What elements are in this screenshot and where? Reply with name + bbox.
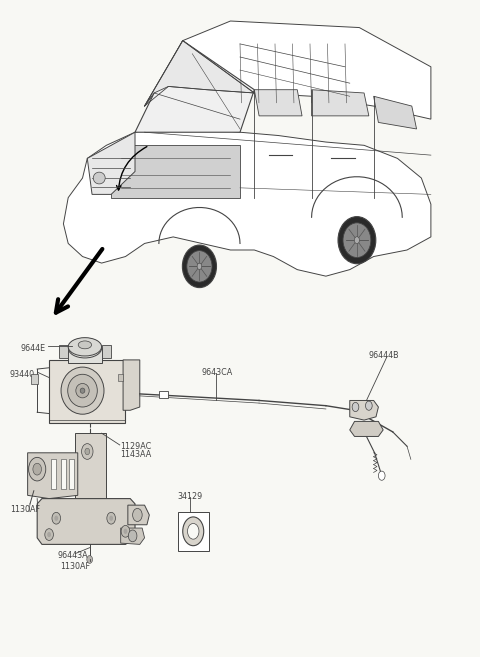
Bar [32,374,38,384]
Text: 1130AF: 1130AF [10,505,40,514]
Polygon shape [144,21,431,119]
Bar [178,512,209,551]
Circle shape [128,530,137,542]
Polygon shape [75,433,107,499]
Circle shape [352,403,359,411]
Text: 9643CA: 9643CA [202,368,233,376]
Polygon shape [123,360,140,410]
Ellipse shape [68,338,102,356]
Ellipse shape [93,172,105,184]
Bar [69,459,74,489]
Circle shape [132,509,142,522]
Circle shape [33,463,41,475]
Circle shape [82,443,93,459]
Circle shape [183,517,204,546]
Ellipse shape [182,245,216,288]
Ellipse shape [80,388,85,394]
Circle shape [121,526,130,537]
Text: 1129AC: 1129AC [120,442,151,451]
Circle shape [378,471,385,480]
Polygon shape [49,360,125,423]
Circle shape [109,516,113,521]
Circle shape [47,532,51,537]
Ellipse shape [78,341,92,349]
Ellipse shape [76,384,89,398]
Bar [68,348,102,363]
Text: 96444B: 96444B [369,351,399,361]
Polygon shape [87,132,135,194]
Bar [118,374,123,381]
Ellipse shape [61,367,104,414]
Ellipse shape [187,251,212,282]
Circle shape [188,524,199,539]
Polygon shape [350,401,378,420]
Ellipse shape [68,338,102,358]
Polygon shape [111,145,240,198]
Text: 1130AF: 1130AF [60,562,90,571]
Circle shape [52,512,60,524]
Polygon shape [102,345,111,358]
Ellipse shape [197,263,202,269]
Polygon shape [254,90,302,116]
Circle shape [365,401,372,410]
Circle shape [54,516,58,521]
Ellipse shape [354,237,360,244]
Polygon shape [28,453,78,499]
Bar [51,459,56,489]
Polygon shape [144,41,254,106]
Circle shape [85,448,90,455]
Polygon shape [312,90,369,116]
Polygon shape [120,528,144,545]
Polygon shape [350,421,383,436]
Polygon shape [135,41,254,132]
Circle shape [123,529,127,534]
Text: 1143AA: 1143AA [120,450,151,459]
Circle shape [29,457,46,481]
Bar [159,392,168,398]
Polygon shape [37,499,135,545]
Polygon shape [63,125,431,276]
Text: 9644E: 9644E [21,344,46,353]
Circle shape [45,529,53,541]
Text: 93440: 93440 [10,370,35,378]
Text: 96443A: 96443A [58,551,88,560]
Ellipse shape [68,374,97,407]
Polygon shape [373,97,417,129]
Circle shape [107,512,116,524]
Text: 34129: 34129 [177,492,202,501]
Circle shape [87,556,93,563]
Ellipse shape [338,217,376,263]
Bar [61,459,66,489]
Polygon shape [128,505,149,525]
Polygon shape [59,345,68,358]
Ellipse shape [343,223,371,258]
